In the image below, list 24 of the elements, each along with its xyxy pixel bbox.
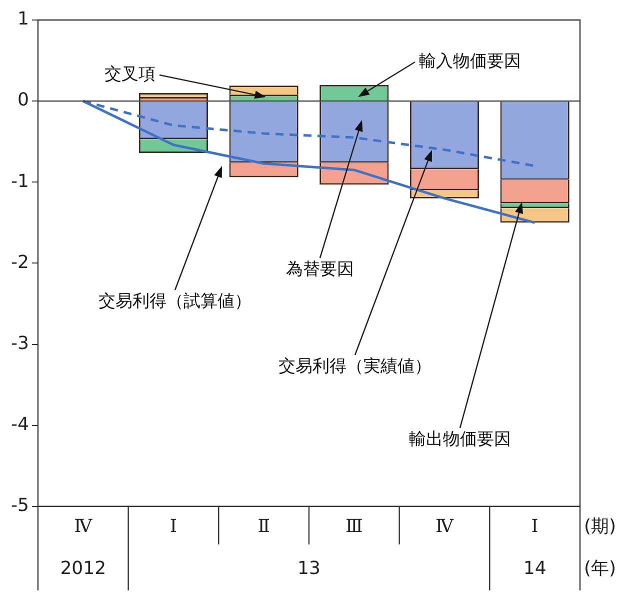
y-tick-label: -2	[10, 252, 29, 273]
x-tick-label: Ⅱ	[258, 516, 270, 537]
text: 14	[523, 558, 546, 580]
text: 輸出物価要因	[409, 429, 511, 450]
x-tick-label: Ⅳ	[435, 516, 454, 537]
text: 13	[298, 558, 320, 580]
y-tick-label: -5	[10, 495, 29, 516]
text: 交易利得（試算値）	[98, 291, 252, 312]
y-tick-label: -4	[10, 414, 29, 436]
x-tick-label: Ⅰ	[531, 516, 538, 537]
x-tick-label: Ⅰ	[170, 516, 178, 537]
series-label: 交叉項	[104, 64, 156, 84]
text: 輸入物価要因	[419, 51, 521, 72]
text: (年)	[584, 558, 616, 580]
x-tick-label: Ⅳ	[74, 516, 94, 537]
y-tick-label: 1	[17, 8, 29, 30]
x-tick-label: Ⅲ	[345, 516, 363, 537]
x-axis-title: (期)	[584, 516, 616, 538]
y-tick-label: -1	[10, 170, 29, 192]
y-tick-label: -3	[10, 332, 29, 354]
text: 交易利得（実績値）	[278, 356, 432, 376]
text: 為替要因	[286, 259, 354, 280]
y-tick-label: 0	[17, 90, 29, 111]
text: 2012	[60, 558, 106, 580]
